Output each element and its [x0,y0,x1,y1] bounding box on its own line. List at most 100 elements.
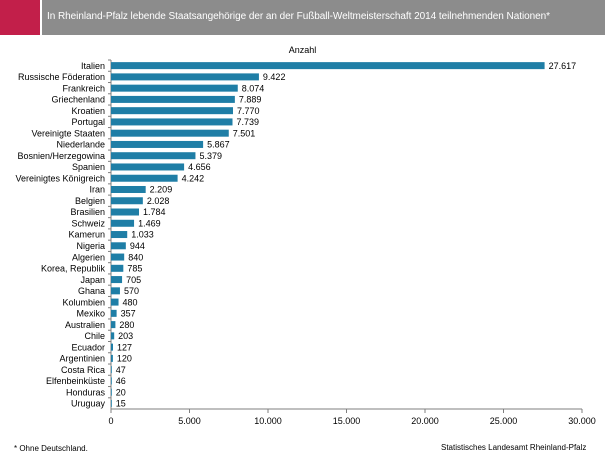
bar [111,332,115,340]
value-label: 280 [119,320,134,330]
x-tick-label: 5.000 [178,416,201,426]
category-label: Uruguay [71,399,106,409]
value-label: 705 [126,275,141,285]
category-label: Elfenbeinküste [46,376,105,386]
category-label: Costa Rica [61,365,105,375]
bar [111,231,128,239]
bar [111,62,545,70]
category-label: Kroatien [71,106,105,116]
bar [111,287,120,295]
value-label: 840 [128,252,143,262]
x-tick-label: 25.000 [490,416,518,426]
value-label: 8.074 [242,83,265,93]
footnote: * Ohne Deutschland. [14,444,88,453]
category-label: Mexiko [76,309,105,319]
category-label: Portugal [71,117,105,127]
header-bar [42,0,605,35]
value-label: 27.617 [549,61,577,71]
bar [111,163,185,171]
value-label: 1.784 [143,207,166,217]
bar [111,174,178,182]
value-label: 5.379 [199,151,222,161]
bar [111,298,119,306]
category-label: Kolumbien [62,297,105,307]
value-label: 7.501 [233,128,256,138]
x-tick-label: 15.000 [333,416,361,426]
value-label: 47 [116,365,126,375]
value-label: 9.422 [263,72,286,82]
value-label: 203 [118,331,133,341]
bar [111,399,112,407]
chart-title: In Rheinland-Pfalz lebende Staatsangehör… [47,11,551,22]
unit-label: Anzahl [288,45,317,55]
category-label: Ecuador [71,342,105,352]
bar [111,264,124,272]
category-label: Kamerun [68,230,105,240]
category-label: Ghana [78,286,105,296]
bar [111,377,112,385]
value-label: 4.656 [188,162,211,172]
bar [111,388,112,396]
bar [111,95,235,103]
bar [111,197,143,205]
bar [111,129,229,137]
category-label: Spanien [72,162,105,172]
value-label: 1.033 [131,230,154,240]
bar [111,321,116,329]
category-label: Brasilien [70,207,105,217]
bar [111,354,113,362]
bar [111,309,117,317]
bar [111,185,146,193]
category-label: Honduras [66,387,106,397]
value-label: 480 [123,297,138,307]
bar [111,276,123,284]
bar [111,118,233,126]
value-label: 570 [124,286,139,296]
bar [111,343,113,351]
value-label: 357 [121,309,136,319]
bar [111,242,126,250]
value-label: 4.242 [182,173,205,183]
bar [111,140,204,148]
value-label: 120 [117,354,132,364]
value-label: 2.209 [150,185,173,195]
category-label: Schweiz [71,218,105,228]
bar [111,208,140,216]
x-tick-label: 30.000 [568,416,596,426]
category-label: Belgien [75,196,105,206]
bar [111,107,233,115]
value-label: 46 [116,376,126,386]
category-label: Chile [84,331,105,341]
bar [111,84,238,92]
bar [111,253,125,261]
x-tick-label: 0 [108,416,113,426]
value-label: 15 [116,399,126,409]
category-label: Vereinigtes Königreich [15,173,105,183]
category-label: Australien [65,320,105,330]
bar [111,366,112,374]
value-label: 7.770 [237,106,260,116]
category-label: Argentinien [59,354,105,364]
value-label: 20 [116,387,126,397]
value-label: 2.028 [147,196,170,206]
category-label: Iran [89,185,105,195]
value-label: 1.469 [138,218,161,228]
category-label: Korea, Republik [41,264,106,274]
bar [111,152,196,160]
value-label: 5.867 [207,140,230,150]
source-note: Statistisches Landesamt Rheinland-Pfalz [441,443,587,452]
bar [111,219,135,227]
category-label: Bosnien/Herzegowina [17,151,105,161]
value-label: 785 [127,264,142,274]
category-label: Vereinigte Staaten [31,128,105,138]
category-label: Frankreich [62,83,105,93]
category-label: Italien [81,61,105,71]
category-label: Niederlande [56,140,105,150]
x-tick-label: 20.000 [411,416,439,426]
value-label: 944 [130,241,145,251]
category-label: Japan [80,275,105,285]
x-tick-label: 10.000 [254,416,282,426]
value-label: 127 [117,342,132,352]
category-label: Nigeria [76,241,105,251]
